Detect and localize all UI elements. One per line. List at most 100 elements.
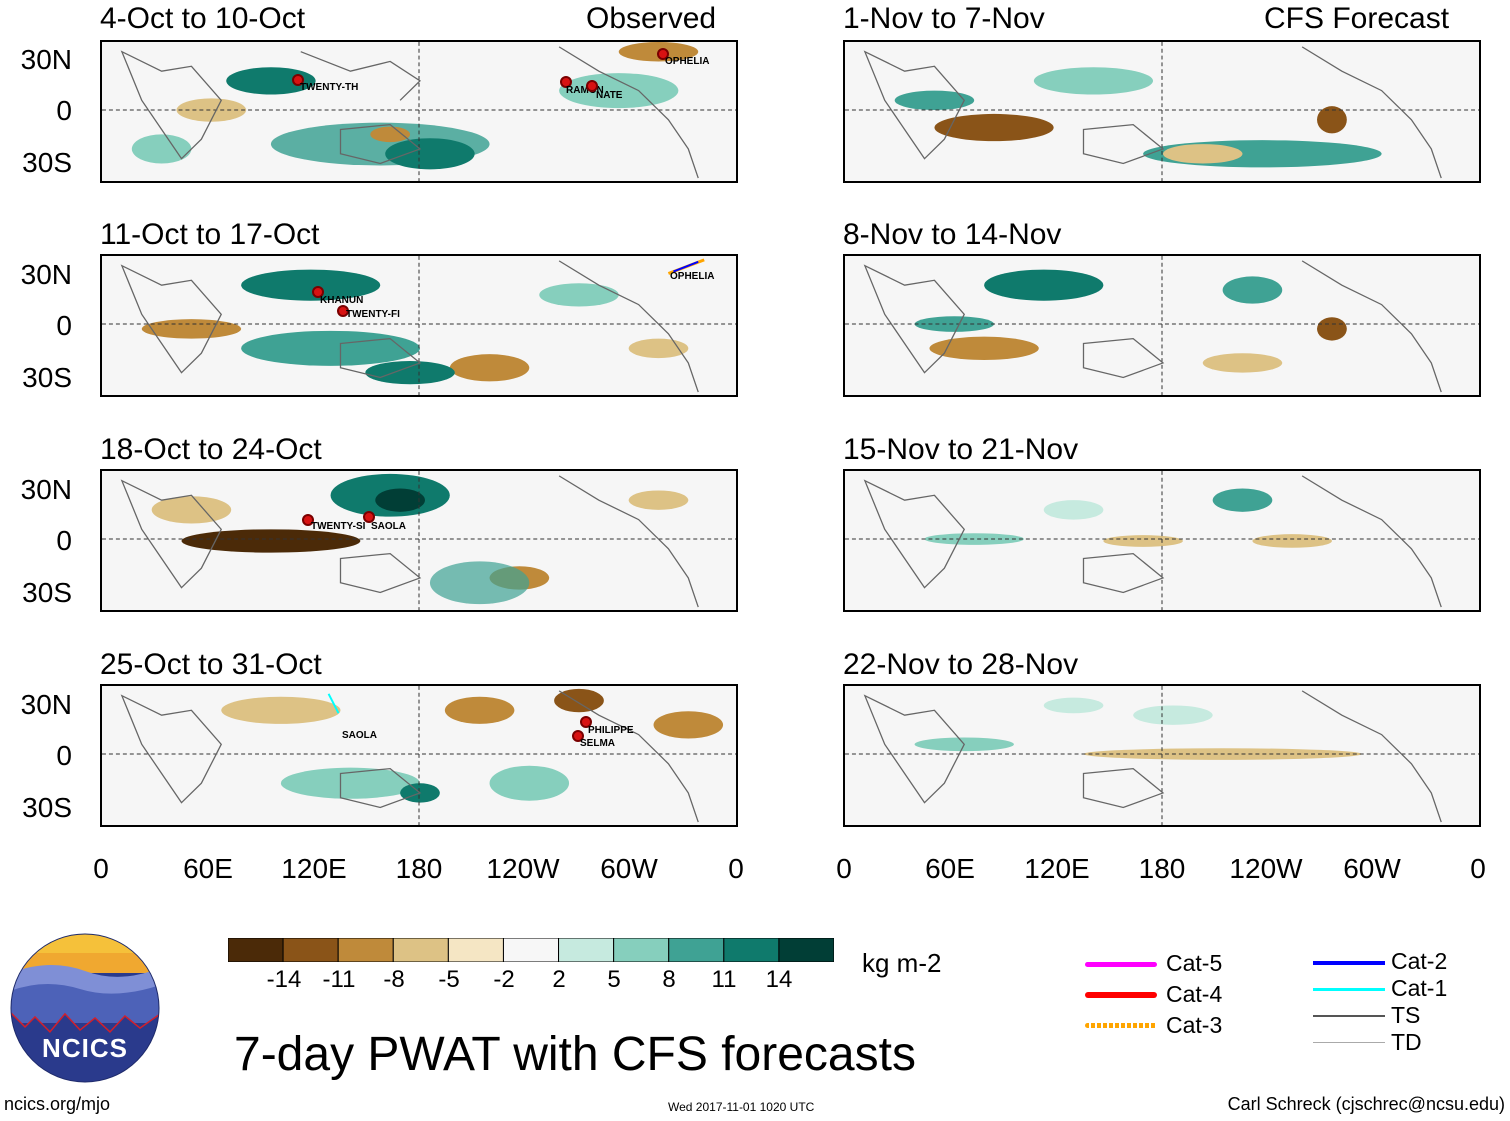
colorbar-label: 8 [662, 966, 676, 993]
map-panel-oct-11 [100, 254, 738, 397]
colorbar-label: 5 [607, 966, 621, 993]
lon-label-left: 60E [183, 853, 233, 884]
panel-title-nov-1: 1-Nov to 7-Nov [843, 2, 1045, 35]
legend-line-ts [1313, 1015, 1385, 1017]
legend-line-cat5 [1085, 962, 1157, 967]
lon-label-right: 60E [925, 853, 975, 884]
legend-label-cat5: Cat-5 [1166, 950, 1223, 976]
map-panel-oct-18 [100, 469, 738, 612]
legend-label-cat4: Cat-4 [1166, 981, 1223, 1007]
storm-label: SELMA [580, 738, 615, 749]
lon-label-right: 0 [836, 853, 852, 884]
colorbar [227, 937, 835, 963]
colorbar-label: -8 [383, 966, 405, 993]
footer-url[interactable]: ncics.org/mjo [4, 1094, 111, 1114]
colorbar-swatch [668, 937, 725, 963]
legend-line-cat4 [1085, 992, 1157, 998]
lat-label-30s: 30S [22, 792, 72, 823]
map-panel-nov-8 [843, 254, 1481, 397]
storm-marker [560, 76, 572, 88]
storm-marker [586, 80, 598, 92]
lat-label-30s: 30S [22, 362, 72, 393]
panel-title-nov-8: 8-Nov to 14-Nov [843, 218, 1062, 251]
storm-label: OPHELIA [670, 271, 715, 282]
storm-marker [302, 514, 314, 526]
lat-label-30n: 30N [20, 259, 72, 290]
storm-label: KHANUN [320, 295, 364, 306]
storm-marker [312, 286, 324, 298]
panel-title-oct-25: 25-Oct to 31-Oct [100, 648, 322, 681]
lat-label-eq: 0 [56, 310, 72, 341]
storm-label: RAMON [566, 85, 604, 96]
legend-label-cat2: Cat-2 [1391, 948, 1448, 974]
lat-label-30n: 30N [20, 474, 72, 505]
colorbar-label: 11 [711, 966, 737, 993]
legend-label-cat3: Cat-3 [1166, 1012, 1223, 1038]
lat-label-eq: 0 [56, 95, 72, 126]
colorbar-swatch [778, 937, 835, 963]
storm-marker [337, 305, 349, 317]
colorbar-label: -5 [438, 966, 460, 993]
lon-label-left: 120W [486, 853, 560, 884]
storm-marker [292, 74, 304, 86]
legend-label-cat1: Cat-1 [1391, 975, 1448, 1001]
cfs-forecast-header: CFS Forecast [1264, 2, 1450, 35]
colorbar-swatch [282, 937, 339, 963]
lat-label-30n: 30N [20, 44, 72, 75]
map-panel-nov-15 [843, 469, 1481, 612]
storm-label: OPHELIA [665, 56, 710, 67]
footer-credit: Carl Schreck (cjschrec@ncsu.edu) [1227, 1094, 1505, 1114]
colorbar-swatches [227, 937, 835, 963]
storm-label: TWENTY-TH [300, 82, 359, 93]
map-panel-nov-22 [843, 684, 1481, 827]
lon-label-right: 120E [1024, 853, 1090, 884]
lat-label-30n: 30N [20, 689, 72, 720]
main-title: 7-day PWAT with CFS forecasts [234, 1028, 916, 1081]
lat-label-eq: 0 [56, 525, 72, 556]
colorbar-swatch [447, 937, 504, 963]
storm-marker [657, 48, 669, 60]
colorbar-swatch [613, 937, 670, 963]
colorbar-swatch [723, 937, 780, 963]
lon-label-right: 180 [1138, 853, 1186, 884]
map-panel-oct-4 [100, 40, 738, 183]
storm-label: PHILIPPE [588, 725, 634, 736]
lon-label-left: 0 [728, 853, 744, 884]
footer-timestamp: Wed 2017-11-01 1020 UTC [668, 1100, 815, 1114]
lon-label-right: 60W [1343, 853, 1401, 884]
lat-label-30s: 30S [22, 147, 72, 178]
observed-header: Observed [586, 2, 717, 35]
lon-label-left: 60W [600, 853, 658, 884]
storm-marker [363, 511, 375, 523]
legend-line-cat3 [1085, 1023, 1157, 1028]
colorbar-swatch [337, 937, 394, 963]
logo-text: NCICS [42, 1033, 128, 1063]
storm-label: TWENTY-FI [346, 309, 400, 320]
storm-marker [580, 716, 592, 728]
legend-line-td [1313, 1042, 1385, 1043]
storm-marker [572, 730, 584, 742]
storm-label: NATE [596, 90, 623, 101]
ncics-logo: NCICS [10, 933, 160, 1083]
legend-line-cat1 [1313, 988, 1385, 991]
lon-label-left: 0 [93, 853, 109, 884]
lat-label-30s: 30S [22, 577, 72, 608]
map-panel-nov-1 [843, 40, 1481, 183]
colorbar-label: -2 [493, 966, 515, 993]
colorbar-swatch [502, 937, 560, 963]
map-panel-oct-25 [100, 684, 738, 827]
legend-line-cat2 [1313, 961, 1385, 965]
storm-label: SAOLA [371, 521, 406, 532]
colorbar-swatch [227, 937, 284, 963]
lon-label-left: 180 [395, 853, 443, 884]
colorbar-swatch [392, 937, 449, 963]
colorbar-label: 14 [765, 966, 793, 993]
panel-title-oct-11: 11-Oct to 17-Oct [100, 218, 320, 251]
panel-title-nov-22: 22-Nov to 28-Nov [843, 648, 1079, 681]
lon-label-left: 120E [281, 853, 347, 884]
legend-label-td: TD [1391, 1029, 1422, 1055]
colorbar-label: -14 [266, 966, 302, 993]
storm-label: TWENTY-SI [311, 521, 366, 532]
lat-label-eq: 0 [56, 740, 72, 771]
panel-title-nov-15: 15-Nov to 21-Nov [843, 433, 1079, 466]
